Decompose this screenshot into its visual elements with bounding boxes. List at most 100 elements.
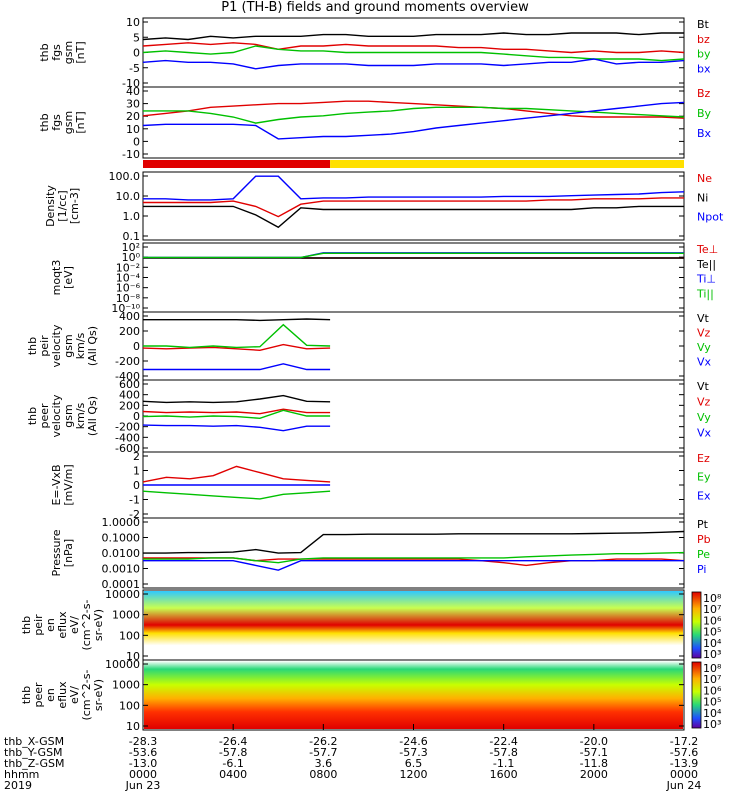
spectrogram-9 xyxy=(144,591,683,659)
legend-7-0: Ez xyxy=(697,452,710,465)
legend-8-0: Pt xyxy=(697,518,709,531)
legend-0-0: Bt xyxy=(697,18,710,31)
y-title-9-2: en xyxy=(44,618,57,632)
y-title-3-1: [1/cc] xyxy=(56,190,69,221)
y-title-10-0: thb xyxy=(20,686,33,704)
legend-1-2: Bx xyxy=(697,127,712,140)
legend-6-3: Vx xyxy=(697,427,712,440)
legend-5-0: Vt xyxy=(697,312,710,325)
colorbar-10 xyxy=(691,661,702,729)
y-title-8-0: Pressure xyxy=(50,529,63,576)
footer-row-label-2: thb_Z-GSM xyxy=(4,757,64,770)
y-title-10-1: peer xyxy=(32,682,45,708)
footer-row-label-3: hhmm xyxy=(4,768,39,781)
y-title-10-3: eflux xyxy=(56,681,69,709)
footer-value-3-1: 0400 xyxy=(219,768,247,781)
y-tick-label-0-0: 10 xyxy=(126,16,140,29)
footer-value-3-2: 0800 xyxy=(309,768,337,781)
y-tick-label-6-0: 600 xyxy=(119,378,140,391)
series-line-6-1 xyxy=(142,408,331,415)
y-title-9-5: (cm^2-s- xyxy=(80,600,93,651)
y-tick-label-1-2: 20 xyxy=(126,110,140,123)
footer-value-3-0: 0000 xyxy=(129,768,157,781)
footer-value-1-6: -57.6 xyxy=(670,746,698,759)
spectrogram-10 xyxy=(144,661,683,729)
footer-row-label-1: thb_Y-GSM xyxy=(4,746,63,759)
y-title-6-2: velocity xyxy=(50,394,63,437)
y-tick-label-0-1: 5 xyxy=(133,31,140,44)
y-tick-label-5-3: -200 xyxy=(115,355,140,368)
y-tick-label-7-3: -1 xyxy=(129,494,140,507)
colorbar-tick-9-5: 10³ xyxy=(703,648,721,661)
footer-value-3-5: 2000 xyxy=(580,768,608,781)
footer-value-0-0: -28.3 xyxy=(129,735,157,748)
y-title-6-3: gsm xyxy=(62,404,75,427)
y-tick-label-5-2: 0 xyxy=(133,340,140,353)
y-tick-label-9-2: 100 xyxy=(119,629,140,642)
legend-4-2: Ti⊥ xyxy=(696,273,716,286)
chart-title: P1 (TH-B) fields and ground moments over… xyxy=(221,0,529,15)
series-line-8-1 xyxy=(143,557,685,567)
footer-value-2-1: -6.1 xyxy=(222,757,243,770)
y-title-1-3: [nT] xyxy=(74,111,87,133)
series-line-0-0 xyxy=(142,32,684,41)
series-line-5-3 xyxy=(143,363,331,371)
footer-value-1-2: -57.7 xyxy=(309,746,337,759)
y-tick-label-6-3: 0 xyxy=(133,410,140,423)
colorbar-tick-10-0: 10⁸ xyxy=(703,662,722,675)
y-tick-label-0-3: -5 xyxy=(129,62,140,75)
series-line-0-3 xyxy=(142,58,685,70)
y-tick-label-7-2: 0 xyxy=(133,479,140,492)
series-line-6-2 xyxy=(142,409,331,420)
y-tick-label-0-4: -10 xyxy=(122,77,140,90)
panel-frame-1 xyxy=(142,86,685,159)
legend-5-3: Vx xyxy=(697,356,712,369)
colorbar-tick-9-1: 10⁷ xyxy=(703,603,721,616)
y-title-1-2: gsm xyxy=(62,111,75,134)
y-tick-label-4-3: 10⁻⁴ xyxy=(116,272,141,285)
legend-0-1: bz xyxy=(697,33,710,46)
y-tick-label-1-4: 0 xyxy=(133,135,140,148)
y-tick-label-9-0: 10000 xyxy=(105,588,140,601)
legend-5-2: Vy xyxy=(697,341,711,354)
y-title-1-1: fgs xyxy=(50,114,63,131)
y-title-5-2: velocity xyxy=(50,324,63,367)
y-title-5-1: peir xyxy=(38,335,51,357)
y-tick-label-7-1: 1 xyxy=(133,465,140,478)
series-line-8-0 xyxy=(143,530,685,554)
y-tick-label-7-4: -2 xyxy=(129,508,140,521)
y-tick-label-8-4: 0.0001 xyxy=(102,578,141,591)
legend-7-1: Ey xyxy=(697,471,711,484)
y-title-5-4: km/s xyxy=(74,332,87,359)
footer-value-0-6: -17.2 xyxy=(670,735,698,748)
y-title-6-1: peer xyxy=(38,403,51,429)
y-tick-label-8-2: 0.0100 xyxy=(102,547,141,560)
footer-value-4-6: Jun 24 xyxy=(666,779,702,792)
legend-6-1: Vz xyxy=(697,396,711,409)
y-tick-label-4-6: 10⁻¹⁰ xyxy=(111,302,140,315)
y-tick-label-4-0: 10² xyxy=(122,241,140,254)
y-title-10-4: eV/ xyxy=(68,686,81,704)
footer-value-0-5: -20.0 xyxy=(580,735,608,748)
footer-value-1-1: -57.8 xyxy=(219,746,247,759)
y-tick-label-5-0: 400 xyxy=(119,310,140,323)
legend-5-1: Vz xyxy=(697,327,711,340)
y-tick-label-3-0: 100.0 xyxy=(109,170,141,183)
y-tick-label-6-6: -600 xyxy=(115,442,140,455)
series-line-5-1 xyxy=(142,343,331,352)
series-line-4-3 xyxy=(143,252,684,259)
y-tick-label-8-0: 1.0000 xyxy=(102,516,141,529)
footer-value-3-6: 0000 xyxy=(670,768,698,781)
colorbar-tick-9-3: 10⁵ xyxy=(703,626,721,639)
y-tick-label-3-1: 10.0 xyxy=(116,190,141,203)
y-tick-label-8-3: 0.0010 xyxy=(102,563,141,576)
series-line-5-0 xyxy=(143,318,331,322)
y-tick-label-6-2: 200 xyxy=(119,399,140,412)
y-title-10-2: en xyxy=(44,688,57,702)
y-tick-label-3-2: 1.0 xyxy=(123,210,141,223)
legend-4-1: Te|| xyxy=(696,258,716,271)
footer-value-0-2: -26.2 xyxy=(309,735,337,748)
y-title-0-3: [nT] xyxy=(74,41,87,63)
y-tick-label-6-5: -400 xyxy=(115,431,140,444)
footer-value-3-4: 1600 xyxy=(490,768,518,781)
